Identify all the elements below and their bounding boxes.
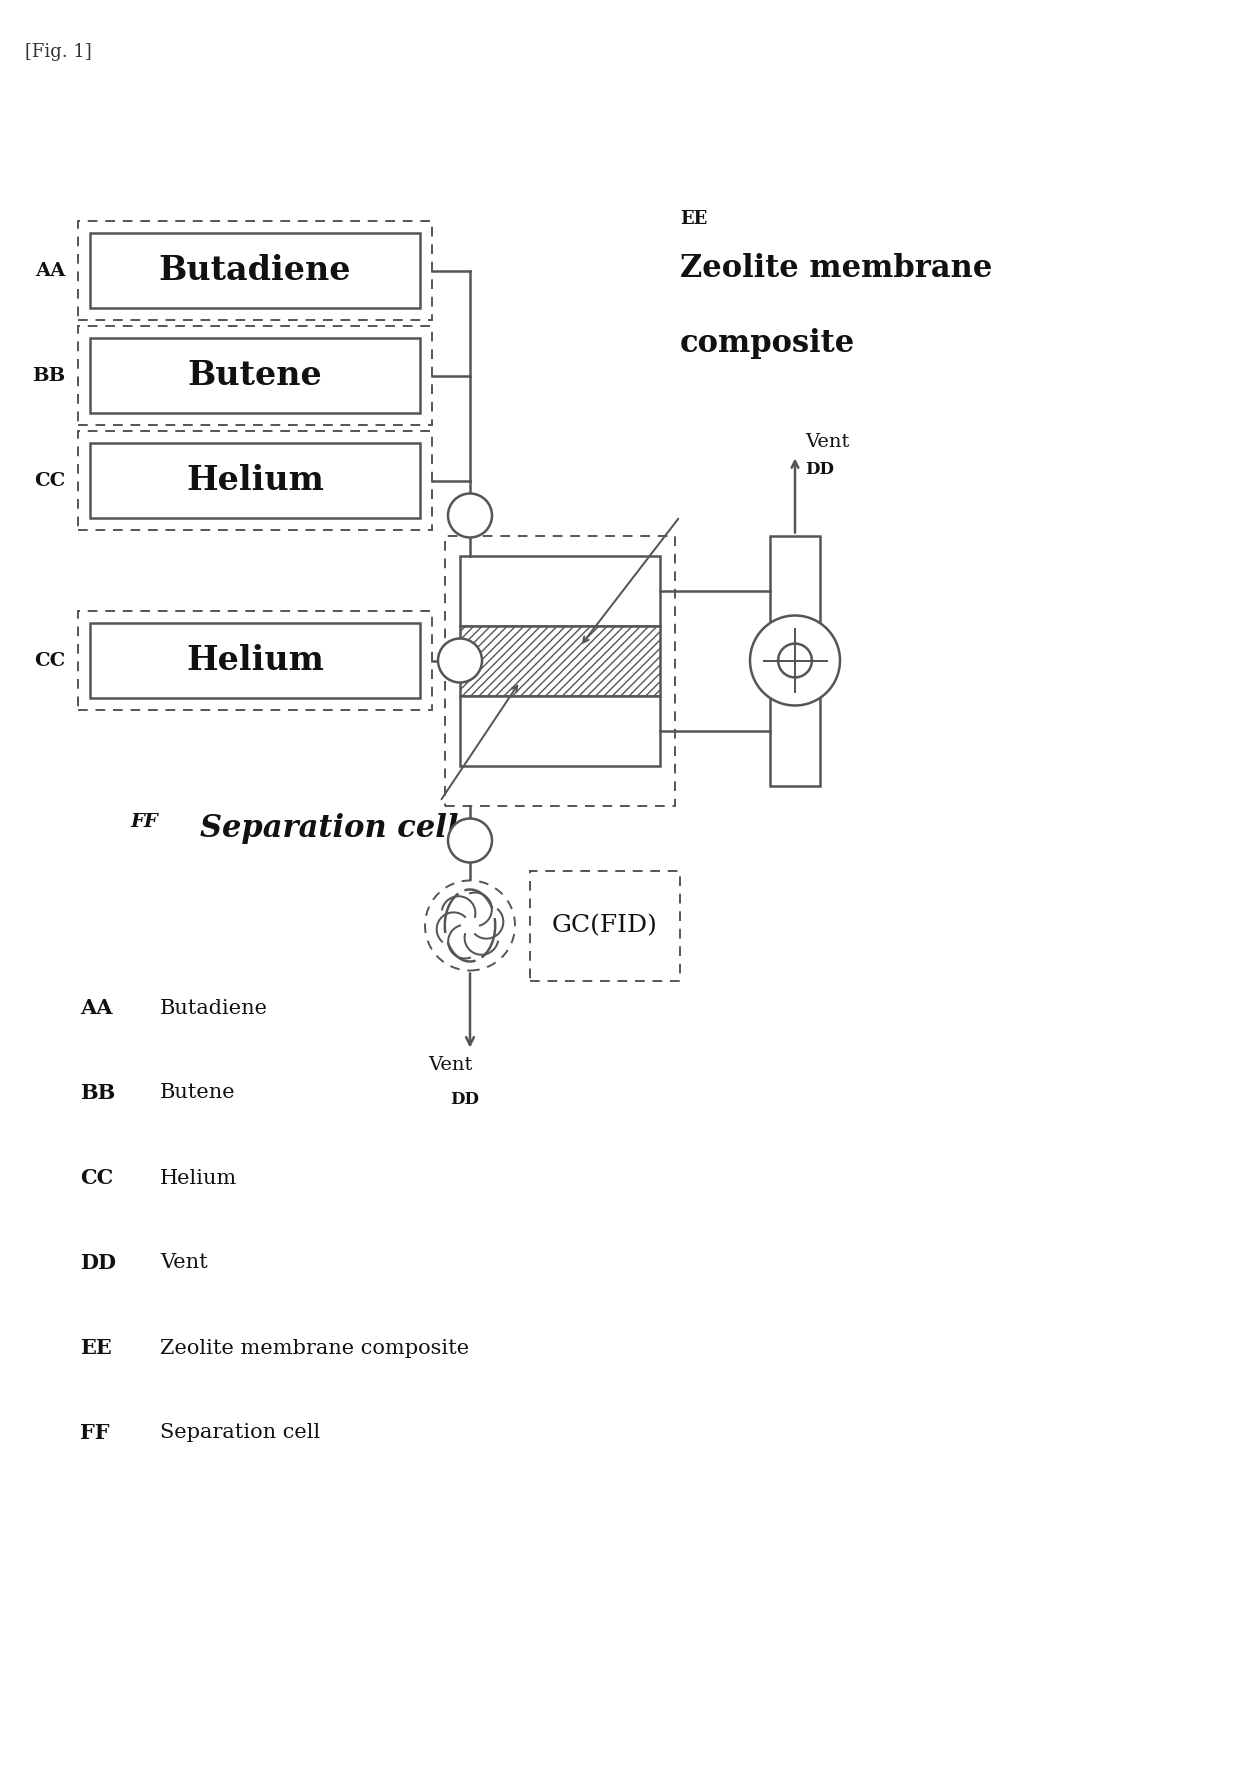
Bar [460,626,660,696]
Bar [91,338,420,413]
Bar [78,611,432,710]
Text: DD: DD [450,1091,480,1107]
Bar [445,535,675,806]
Text: Helium: Helium [186,644,324,678]
Circle shape [438,638,482,683]
Bar [78,222,432,320]
Bar [91,622,420,697]
Text: DD: DD [81,1253,117,1273]
Text: AA: AA [35,261,64,279]
Text: Vent: Vent [428,1055,472,1073]
Circle shape [425,880,515,971]
Bar [529,871,680,980]
Bar [460,556,660,626]
Text: CC: CC [81,1168,113,1187]
Text: DD: DD [805,461,835,477]
Text: Helium: Helium [160,1169,237,1187]
Bar [460,626,660,696]
Text: Vent: Vent [160,1253,208,1273]
Bar [78,325,432,426]
Text: EE: EE [680,209,707,229]
Text: GC(FID): GC(FID) [552,914,658,937]
Circle shape [448,493,492,538]
Text: EE: EE [81,1337,112,1359]
Text: FF: FF [81,1423,109,1443]
Text: Butene: Butene [187,359,322,392]
Bar [460,696,660,765]
Text: Vent: Vent [805,433,849,451]
Text: composite: composite [680,327,856,359]
Text: [Fig. 1]: [Fig. 1] [25,43,92,61]
Bar [78,431,432,529]
Text: Separation cell: Separation cell [160,1423,320,1443]
Circle shape [750,615,839,706]
Text: Helium: Helium [186,465,324,497]
Text: AA: AA [81,998,113,1017]
Circle shape [448,819,492,862]
Text: Butadiene: Butadiene [159,254,351,288]
Text: BB: BB [32,367,64,384]
Text: BB: BB [81,1084,115,1103]
Text: Separation cell: Separation cell [200,814,459,844]
Bar [91,232,420,308]
Text: Butadiene: Butadiene [160,998,268,1017]
Text: CC: CC [33,472,64,490]
Bar [770,535,820,785]
Text: CC: CC [33,651,64,669]
Bar [91,443,420,519]
Text: Zeolite membrane composite: Zeolite membrane composite [160,1339,469,1357]
Text: Butene: Butene [160,1084,236,1103]
Text: Zeolite membrane: Zeolite membrane [680,252,992,284]
Text: FF: FF [130,814,157,831]
